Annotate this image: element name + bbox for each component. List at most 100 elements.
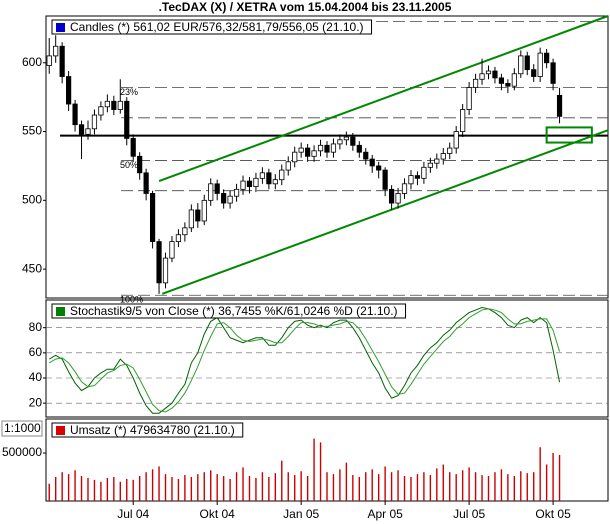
candle-body	[182, 227, 188, 236]
legend-swatch	[56, 23, 65, 32]
candle-body	[421, 166, 427, 179]
candle-body	[427, 162, 433, 168]
volume-bar	[164, 474, 167, 501]
volume-bar	[429, 475, 432, 501]
candle-body	[460, 109, 466, 132]
volume-bar	[171, 476, 173, 501]
volume-bar	[126, 478, 128, 501]
x-tick-label: Apr 05	[367, 507, 403, 521]
candle-body	[395, 193, 401, 204]
candle-body	[382, 169, 388, 190]
candle-body	[324, 144, 330, 153]
candle-body	[537, 52, 543, 77]
candle-body	[156, 241, 162, 284]
candle-body	[472, 78, 479, 88]
volume-bar	[145, 472, 147, 501]
y-tick-label: 550	[22, 124, 42, 138]
candle-body	[453, 131, 459, 149]
scale-label: 1:1000	[4, 421, 41, 435]
volume-bar	[74, 470, 76, 501]
candle-body	[46, 55, 52, 66]
volume-bar	[158, 466, 160, 501]
stochastic-line	[48, 308, 561, 413]
volume-bar	[203, 472, 205, 501]
candle-body	[505, 83, 511, 87]
volume-bar	[67, 474, 70, 501]
scale-box	[1, 420, 43, 437]
candle-body	[388, 188, 395, 204]
candle-body	[143, 172, 149, 194]
candle-body	[376, 165, 382, 171]
legend-box	[51, 303, 407, 319]
volume-bar	[416, 474, 419, 501]
volume-bar	[384, 466, 386, 501]
volume-bar	[300, 471, 302, 501]
candle-body	[53, 45, 59, 57]
volume-bar	[268, 476, 270, 501]
candle-body	[556, 94, 563, 117]
candle-body	[544, 52, 550, 64]
candle-body	[479, 73, 485, 80]
candle-body	[511, 73, 517, 87]
volume-bar	[222, 476, 225, 501]
candle-body	[285, 161, 291, 171]
candle-body	[66, 76, 72, 105]
volume-bar	[210, 470, 212, 501]
volume-bar	[294, 475, 296, 501]
volume-bar	[151, 469, 154, 501]
volume-bar	[481, 475, 483, 501]
legend-text: Candles (*) 561,02 EUR/576,32/581,79/556…	[70, 20, 364, 34]
legend-swatch	[56, 307, 65, 316]
volume-bar	[332, 474, 335, 501]
y-tick-label: 500	[22, 193, 42, 207]
volume-bar	[449, 472, 451, 501]
legend-text: Stochastik9/5 von Close (*) 36,7455 %K/6…	[70, 304, 398, 318]
y-tick-label: 60	[29, 345, 43, 359]
volume-bar	[242, 467, 244, 501]
candle-body	[447, 147, 453, 154]
volume-bar	[100, 481, 102, 501]
volume-bar	[358, 476, 360, 501]
volume-bar	[106, 477, 109, 501]
volume-bar	[274, 473, 277, 501]
candle-body	[311, 150, 317, 157]
candle-body	[408, 175, 414, 185]
candle-body	[253, 177, 259, 187]
volume-bar	[287, 472, 289, 501]
volume-bar	[500, 469, 503, 501]
volume-bar	[229, 478, 231, 501]
volume-bar	[552, 452, 554, 501]
volume-bar	[526, 473, 528, 501]
legend-swatch	[56, 426, 65, 435]
volume-bar	[377, 474, 380, 501]
volume-bar	[474, 472, 477, 501]
candle-body	[111, 100, 117, 110]
candle-body	[233, 188, 240, 197]
volume-bar	[80, 476, 83, 501]
candle-body	[98, 106, 104, 116]
volume-bar	[520, 471, 522, 501]
candle-body	[246, 180, 253, 187]
candle-body	[292, 151, 298, 163]
volume-bar	[533, 472, 535, 501]
candle-body	[117, 100, 123, 110]
candle-body	[169, 241, 175, 259]
candle-body	[401, 183, 408, 194]
candle-body	[356, 144, 362, 153]
candle-body	[434, 158, 440, 164]
volume-bar	[248, 476, 251, 501]
candle-body	[188, 209, 194, 229]
candle-body	[272, 179, 278, 185]
panel-frame	[45, 299, 609, 418]
candle-body	[221, 193, 227, 204]
candle-body	[162, 257, 169, 284]
candle-body	[195, 209, 201, 222]
volume-bar	[455, 474, 457, 501]
volume-bar	[410, 476, 412, 501]
volume-bar	[138, 476, 141, 501]
volume-bar	[48, 483, 50, 501]
candle-body	[550, 62, 556, 84]
volume-bar	[54, 476, 57, 501]
volume-bar	[365, 472, 367, 501]
